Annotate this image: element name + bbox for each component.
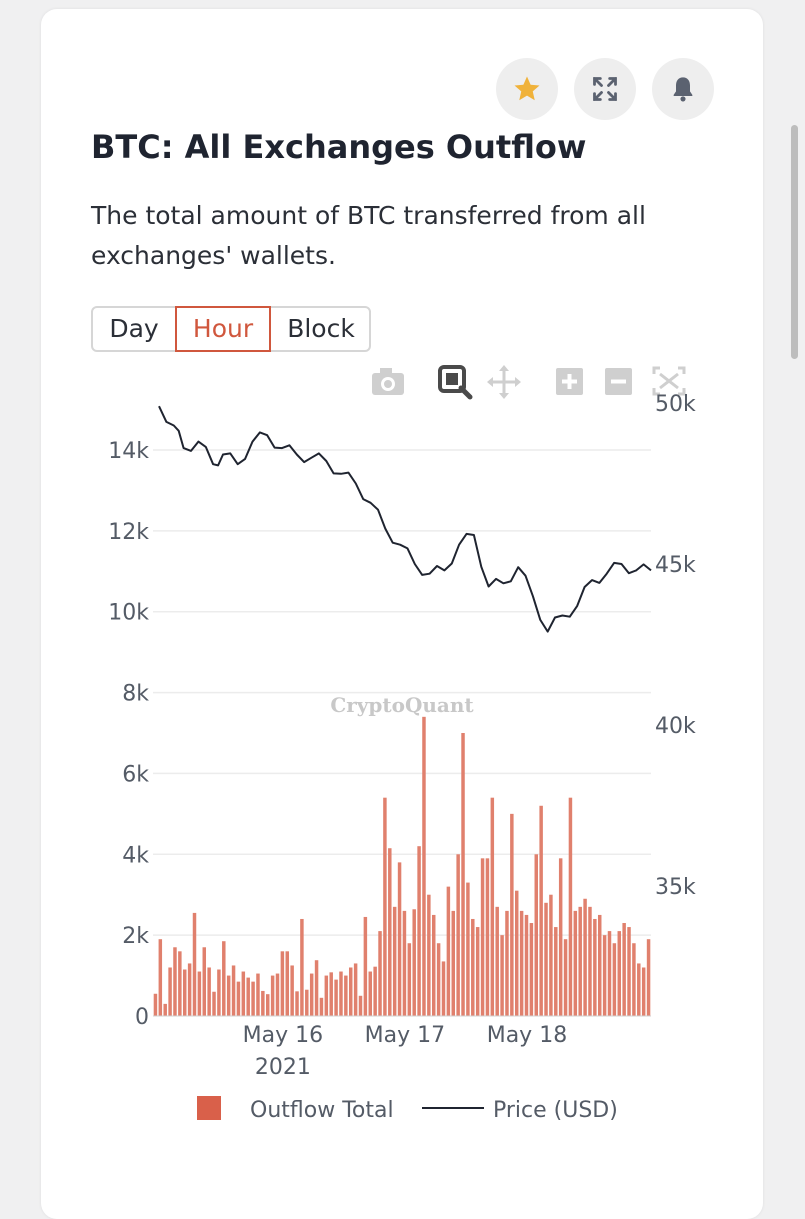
autoscale-icon[interactable] — [652, 366, 686, 396]
fullscreen-button[interactable] — [574, 58, 636, 120]
favorite-button[interactable] — [496, 58, 558, 120]
interval-selector: Day Hour Block — [91, 306, 371, 352]
alert-button[interactable] — [652, 58, 714, 120]
modebar — [372, 365, 686, 400]
chart-title: BTC: All Exchanges Outflow — [91, 128, 587, 166]
zoom-out-icon[interactable] — [605, 368, 632, 395]
star-icon — [514, 76, 540, 101]
interval-hour-button[interactable]: Hour — [175, 306, 271, 352]
chart-description: The total amount of BTC transferred from… — [91, 201, 646, 270]
expand-icon — [593, 77, 617, 101]
zoom-icon[interactable] — [438, 365, 473, 400]
zoom-in-icon[interactable] — [556, 368, 583, 395]
pan-icon[interactable] — [487, 365, 521, 399]
bell-icon — [673, 77, 693, 102]
scrollbar[interactable] — [791, 125, 798, 359]
camera-icon[interactable] — [372, 368, 404, 395]
interval-block-button[interactable]: Block — [287, 314, 355, 343]
chart-card — [41, 9, 763, 1219]
interval-day-button[interactable]: Day — [109, 314, 159, 343]
